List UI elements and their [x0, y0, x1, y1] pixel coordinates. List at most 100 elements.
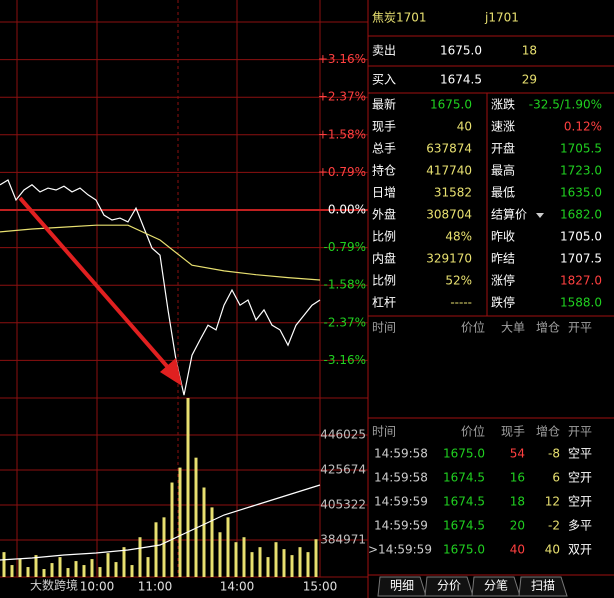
bid-label: 买入	[372, 73, 396, 87]
stat-label: 最低	[491, 186, 515, 200]
x-tick-label: 15:00	[303, 580, 338, 594]
trade-cell: 14:59:59	[374, 495, 428, 509]
stat-label: 最新	[372, 97, 396, 112]
stat-value: 1635.0	[560, 186, 602, 200]
stat-label: 最高	[491, 163, 515, 178]
volume-bar	[122, 547, 126, 577]
stat-label: 涨停	[491, 273, 515, 288]
trade-cell: 1674.5	[443, 519, 485, 533]
stat-value: 417740	[426, 164, 472, 178]
trade-cell: 16	[510, 471, 525, 485]
stat-value: 1723.0	[560, 164, 602, 178]
tab[interactable]: 扫描	[531, 579, 555, 593]
volume-bar	[58, 557, 62, 577]
column-header: 大单	[501, 321, 525, 335]
stat-value: 48%	[445, 230, 472, 244]
column-header: 增仓	[536, 425, 560, 439]
volume-bar	[290, 555, 294, 577]
volume-bar	[250, 552, 254, 577]
volume-bar	[82, 565, 86, 577]
stat-label: 总手	[372, 142, 396, 156]
trade-cell: -2	[548, 519, 560, 533]
bid-price: 1674.5	[440, 73, 482, 87]
stat-label: 比例	[372, 274, 396, 288]
column-header: 价位	[461, 424, 485, 439]
trade-cell: 54	[510, 447, 525, 461]
stat-label: 内盘	[372, 251, 396, 266]
volume-bar	[146, 557, 150, 577]
column-header: 价位	[461, 320, 485, 335]
trade-cell: 14:59:58	[374, 471, 428, 485]
stat-value: 1675.0	[430, 98, 472, 112]
trade-cell: 多平	[568, 519, 592, 533]
stat-value: 1588.0	[560, 296, 602, 310]
x-tick-label: 11:00	[138, 580, 173, 594]
stat-value: 31582	[434, 186, 472, 200]
stat-value: 52%	[445, 274, 472, 288]
trade-cell: 空开	[568, 471, 592, 485]
stat-value: -32.5/1.90%	[529, 98, 602, 112]
volume-bar	[274, 542, 278, 577]
volume-bar	[298, 547, 302, 577]
y-tick-label: -1.58%	[324, 278, 366, 292]
stat-label: 外盘	[372, 207, 396, 222]
trade-cell: >14:59:59	[368, 543, 432, 557]
stat-label: 日增	[372, 186, 396, 200]
stat-label: 结算价	[491, 207, 527, 222]
volume-bar	[50, 563, 54, 577]
trade-cell: 12	[545, 495, 560, 509]
volume-bar	[98, 567, 102, 577]
stat-label: 昨结	[491, 252, 515, 266]
series-line	[0, 224, 321, 281]
stat-value: 1827.0	[560, 274, 602, 288]
volume-bar	[282, 549, 286, 577]
volume-bar	[226, 517, 230, 577]
tab[interactable]: 明细	[390, 579, 414, 593]
volume-bar	[154, 522, 158, 577]
trade-cell: 空开	[568, 495, 592, 509]
trade-cell: -8	[548, 447, 560, 461]
volume-bar	[130, 565, 134, 577]
volume-bar	[202, 487, 206, 577]
instrument-code: j1701	[484, 11, 519, 25]
arrow-head	[160, 358, 182, 386]
tab[interactable]: 分笔	[484, 578, 508, 593]
x-tick-label: 10:00	[80, 580, 115, 594]
y2-tick-label: 446025	[320, 427, 366, 441]
volume-bar	[90, 559, 94, 577]
trade-cell: 1675.0	[443, 543, 485, 557]
stat-value: 1705.5	[560, 142, 602, 156]
trade-cell: 40	[545, 543, 560, 557]
quote-panel: 焦炭1701 j1701 卖出 1675.0 18 买入 1674.5 29 最新 1675.0 涨…	[368, 11, 602, 597]
stat-label: 杠杆	[372, 295, 396, 310]
y-tick-label: +3.16%	[318, 52, 366, 66]
volume-bar	[306, 552, 310, 577]
volume-bar	[186, 398, 190, 577]
intraday-chart: +3.16% +2.37% +1.58% +0.79% 0.00% -0.79% -1.58…	[0, 52, 368, 594]
y2-tick-label: 405322	[320, 497, 366, 511]
volume-bar	[194, 457, 198, 577]
stat-label: 涨跌	[491, 97, 515, 112]
stat-label: 现手	[372, 120, 396, 134]
trade-cell: 14:59:59	[374, 519, 428, 533]
volume-bar	[34, 555, 38, 577]
y-tick-label: +1.58%	[318, 127, 366, 141]
series-line	[0, 179, 321, 396]
trade-cell: 空平	[568, 447, 592, 461]
stat-value: 1682.0	[560, 208, 602, 222]
tab[interactable]: 分价	[437, 579, 461, 593]
trade-cell: 6	[552, 471, 560, 485]
trade-cell: 1675.0	[443, 447, 485, 461]
column-header: 现手	[501, 425, 525, 439]
y-tick-label: +0.79%	[318, 165, 366, 179]
volume-bar	[18, 559, 22, 577]
stat-value: 637874	[426, 142, 472, 156]
ask-price: 1675.0	[440, 44, 482, 58]
stat-label: 速涨	[491, 119, 515, 134]
volume-bar	[26, 567, 30, 577]
trade-cell: 14:59:58	[374, 447, 428, 461]
volume-bar	[234, 542, 238, 577]
trade-cell: 20	[510, 519, 525, 533]
stat-value: 0.12%	[564, 120, 602, 134]
